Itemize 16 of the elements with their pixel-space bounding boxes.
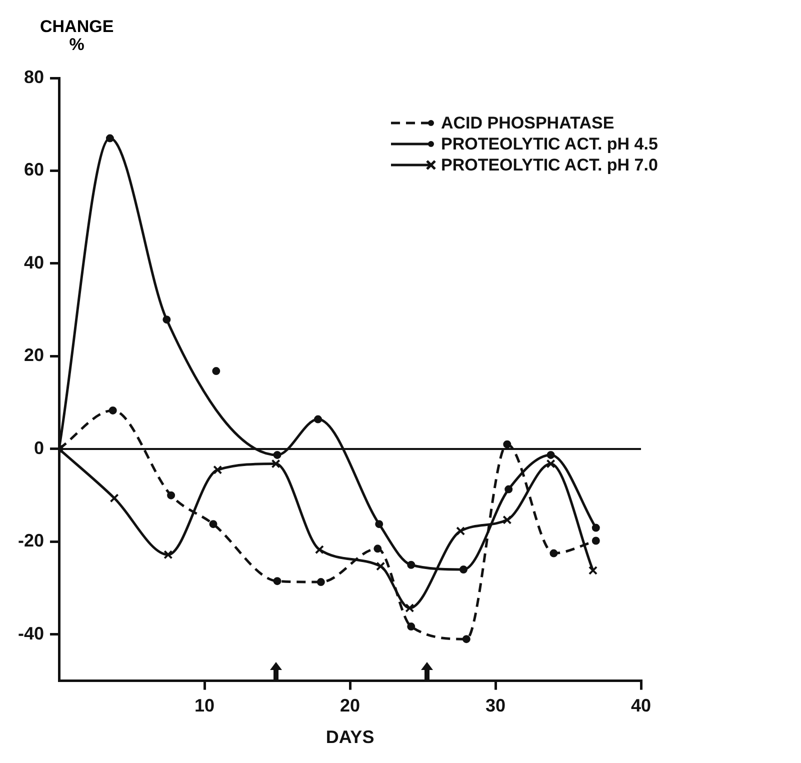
y-axis-title: CHANGE % <box>40 17 114 54</box>
y-tick-label: 40 <box>24 252 44 272</box>
x-axis-title: DAYS <box>326 727 374 748</box>
y-tick-label: -20 <box>18 530 44 551</box>
y-tick-label: 20 <box>24 345 44 366</box>
y-tick-label: 0 <box>34 438 44 458</box>
y-tick-label: -40 <box>18 623 44 644</box>
y-tick-label: 60 <box>24 160 44 180</box>
x-tick-label: 20 <box>340 696 360 716</box>
legend-label: ACID PHOSPHATASE <box>441 114 614 133</box>
y-tick-label: 80 <box>24 66 44 87</box>
legend-label: PROTEOLYTIC ACT. pH 7.0 <box>441 156 658 175</box>
x-tick-label: 30 <box>485 696 506 716</box>
legend-label: PROTEOLYTIC ACT. pH 4.5 <box>441 134 658 154</box>
x-tick-label: 10 <box>194 696 215 716</box>
x-tick-label: 40 <box>630 696 652 716</box>
